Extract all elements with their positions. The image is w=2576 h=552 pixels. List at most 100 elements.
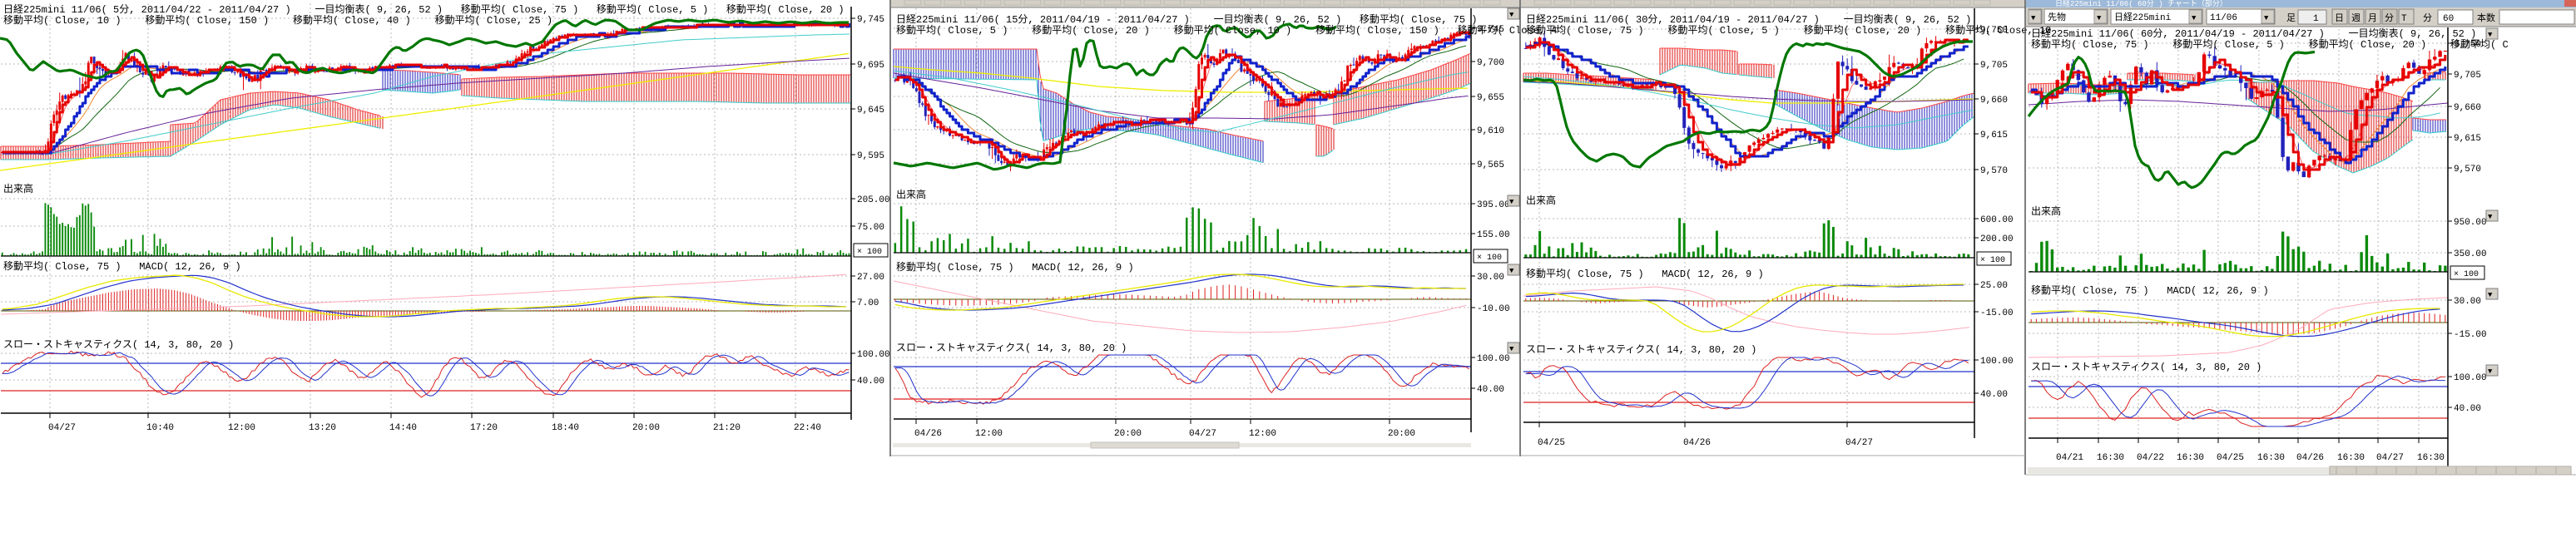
svg-text:04/27: 04/27	[1189, 429, 1216, 439]
svg-text:40.00: 40.00	[2454, 404, 2481, 414]
svg-text:16:30: 16:30	[2257, 453, 2285, 463]
svg-text:9,745: 9,745	[1477, 25, 1504, 35]
svg-text:17:20: 17:20	[470, 423, 498, 433]
svg-text:60: 60	[2443, 14, 2454, 24]
svg-text:出来高: 出来高	[896, 188, 926, 201]
svg-text:× 100: × 100	[1477, 254, 1502, 263]
svg-text:04/25: 04/25	[1538, 438, 1565, 448]
svg-text:移動平均( Close, 75 ) 移動平均( Clo: 移動平均( Close, 75 ) 移動平均( Close, 5 ) 移動平均(…	[1526, 24, 2051, 37]
svg-text:40.00: 40.00	[857, 377, 884, 387]
svg-text:▼: ▼	[2488, 291, 2493, 299]
svg-text:先物: 先物	[2048, 11, 2066, 23]
svg-text:移動平均( Close, 75 ) MACD( 12,: 移動平均( Close, 75 ) MACD( 12, 26, 9 )	[3, 260, 241, 273]
svg-text:21:20: 21:20	[713, 423, 741, 433]
svg-text:600.00: 600.00	[1980, 215, 2014, 225]
svg-text:分: 分	[2385, 12, 2394, 24]
svg-text:30.00: 30.00	[2454, 297, 2481, 307]
svg-text:100.00: 100.00	[2454, 373, 2487, 383]
svg-text:出来高: 出来高	[2031, 205, 2061, 218]
svg-text:スロー・ストキャスティクス( 14, 3, 80, 20 ): スロー・ストキャスティクス( 14, 3, 80, 20 )	[2031, 361, 2261, 373]
svg-text:日経225mini 11/06( 60分, 2011/04/: 日経225mini 11/06( 60分, 2011/04/19 - 2011/…	[2031, 27, 2476, 40]
svg-text:04/27: 04/27	[2376, 453, 2404, 463]
svg-text:9,570: 9,570	[2454, 165, 2481, 175]
svg-text:9,565: 9,565	[1477, 160, 1504, 170]
svg-text:22:40: 22:40	[794, 423, 821, 433]
svg-text:移動平均( Close, 75 ) MACD( 12,: 移動平均( Close, 75 ) MACD( 12, 26, 9 )	[2031, 284, 2269, 297]
svg-text:出来高: 出来高	[3, 182, 33, 195]
svg-text:9,655: 9,655	[1477, 93, 1504, 103]
svg-text:スロー・ストキャスティクス( 14, 3, 80, 20 ): スロー・ストキャスティクス( 14, 3, 80, 20 )	[1526, 343, 1756, 356]
svg-text:04/26: 04/26	[1683, 438, 1711, 448]
svg-text:▼: ▼	[2488, 31, 2493, 39]
svg-text:スロー・ストキャスティクス( 14, 3, 80, 20 ): スロー・ストキャスティクス( 14, 3, 80, 20 )	[896, 342, 1127, 354]
svg-text:スロー・ストキャスティクス( 14, 3, 80, 20 ): スロー・ストキャスティクス( 14, 3, 80, 20 )	[3, 338, 234, 351]
svg-text:週: 週	[2351, 12, 2361, 24]
svg-text:04/25: 04/25	[2217, 453, 2244, 463]
svg-text:移動平均( Close, 75 ) 移動平均( Clo: 移動平均( Close, 75 ) 移動平均( Close, 5 ) 移動平均(…	[2031, 38, 2509, 51]
svg-text:-10.00: -10.00	[1477, 304, 1510, 314]
svg-text:-15.00: -15.00	[2454, 330, 2487, 340]
svg-text:9,660: 9,660	[1980, 96, 2008, 106]
svg-text:▼: ▼	[2488, 367, 2493, 376]
svg-text:9,745: 9,745	[857, 15, 884, 25]
svg-text:本数: 本数	[2477, 12, 2495, 24]
svg-text:T: T	[2401, 14, 2407, 24]
svg-text:▼: ▼	[2097, 14, 2102, 22]
svg-text:9,595: 9,595	[857, 151, 884, 161]
svg-text:04/27: 04/27	[1845, 438, 1873, 448]
svg-text:25.00: 25.00	[1980, 281, 2008, 291]
svg-text:10:40: 10:40	[146, 423, 174, 433]
svg-text:04/21: 04/21	[2056, 453, 2083, 463]
svg-text:足: 足	[2286, 13, 2296, 24]
svg-text:12:00: 12:00	[975, 429, 1003, 439]
svg-text:16:30: 16:30	[2097, 453, 2124, 463]
svg-text:日経225mini: 日経225mini	[2114, 12, 2172, 23]
svg-text:40.00: 40.00	[1477, 385, 1504, 395]
svg-text:9,750: 9,750	[1980, 26, 2008, 36]
svg-text:205.00: 205.00	[857, 195, 890, 205]
svg-text:▼: ▼	[1509, 11, 1514, 19]
svg-text:9,705: 9,705	[2454, 71, 2481, 81]
svg-text:9,570: 9,570	[1980, 166, 2008, 176]
svg-text:× 100: × 100	[2454, 270, 2479, 279]
svg-text:14:40: 14:40	[389, 423, 417, 433]
svg-text:30.00: 30.00	[1477, 273, 1504, 283]
svg-text:▼: ▼	[1509, 267, 1514, 275]
svg-text:11/06: 11/06	[2210, 13, 2237, 23]
svg-text:▼: ▼	[1509, 198, 1514, 206]
svg-text:▼: ▼	[2031, 14, 2036, 22]
svg-text:350.00: 350.00	[2454, 249, 2487, 259]
svg-text:9,645: 9,645	[857, 106, 884, 116]
svg-text:1: 1	[2313, 14, 2319, 24]
svg-text:-15.00: -15.00	[1980, 308, 2014, 318]
svg-text:27.00: 27.00	[857, 273, 884, 283]
svg-text:× 100: × 100	[857, 248, 882, 257]
svg-text:9,660: 9,660	[2454, 103, 2481, 113]
svg-text:移動平均( Close, 75 ) MACD( 12,: 移動平均( Close, 75 ) MACD( 12, 26, 9 )	[1526, 268, 1764, 280]
svg-text:9,615: 9,615	[2454, 134, 2481, 144]
svg-text:7.00: 7.00	[857, 298, 879, 308]
svg-text:155.00: 155.00	[1477, 230, 1510, 240]
svg-text:9,705: 9,705	[1980, 61, 2008, 71]
svg-text:04/22: 04/22	[2137, 453, 2164, 463]
svg-text:100.00: 100.00	[1980, 357, 2014, 367]
svg-text:12:00: 12:00	[1249, 429, 1276, 439]
svg-text:9,695: 9,695	[857, 61, 884, 71]
svg-text:200.00: 200.00	[1980, 234, 2014, 244]
svg-text:× 100: × 100	[1980, 256, 2005, 265]
svg-text:20:00: 20:00	[1114, 429, 1142, 439]
svg-text:▼: ▼	[2192, 14, 2197, 22]
svg-text:18:40: 18:40	[552, 423, 579, 433]
svg-text:16:30: 16:30	[2177, 453, 2204, 463]
svg-text:移動平均( Close, 10 ) 移動平均( Clo: 移動平均( Close, 10 ) 移動平均( Close, 150 ) 移動平…	[3, 14, 552, 27]
svg-text:395.00: 395.00	[1477, 200, 1510, 210]
svg-text:04/26: 04/26	[914, 429, 942, 439]
svg-text:16:30: 16:30	[2417, 453, 2445, 463]
svg-text:04/26: 04/26	[2296, 453, 2324, 463]
svg-text:日: 日	[2335, 13, 2344, 24]
svg-text:移動平均( Close, 5 ) 移動平均( Clos: 移動平均( Close, 5 ) 移動平均( Close, 20 ) 移動平均(…	[896, 24, 1558, 37]
svg-text:移動平均( Close, 75 ) MACD( 12,: 移動平均( Close, 75 ) MACD( 12, 26, 9 )	[896, 261, 1134, 274]
svg-text:04/27: 04/27	[48, 423, 76, 433]
svg-text:▼: ▼	[2264, 14, 2269, 22]
svg-text:9,750: 9,750	[2454, 40, 2481, 50]
